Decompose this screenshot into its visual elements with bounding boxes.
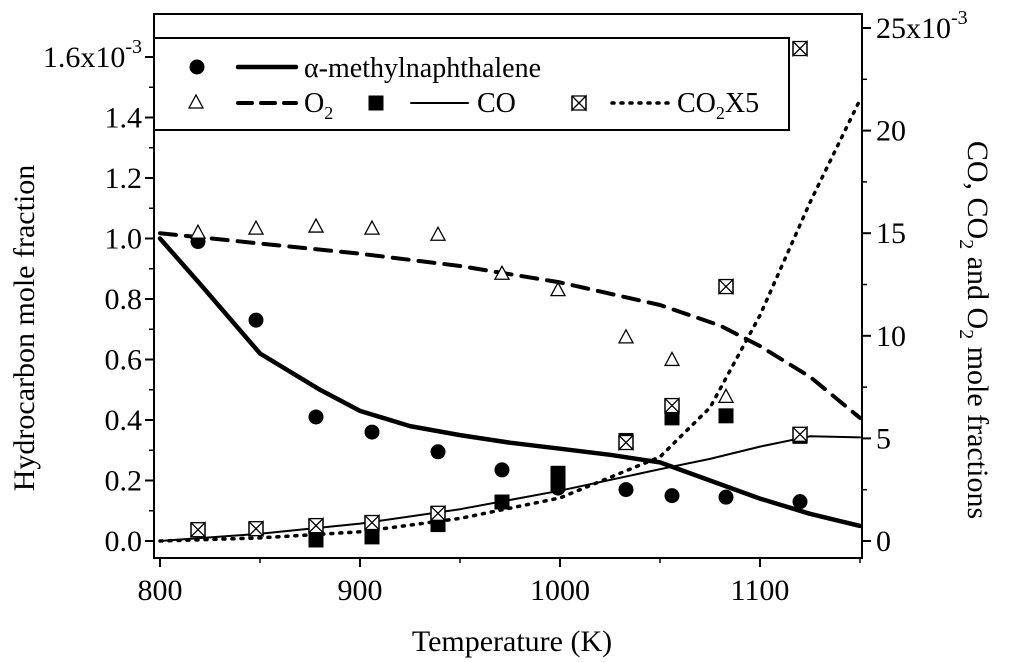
data-point-co2x5 [618,433,634,452]
left-tick-label: 0.2 [105,465,143,498]
data-point-methylnaphthalene [308,409,324,425]
left-tick-label: 1.2 [105,162,143,195]
data-point-o2 [663,351,681,367]
right-tick-label: 0 [876,525,891,558]
plot-frame [153,13,863,559]
left-tick-label: 0.4 [105,404,143,437]
data-point-co [550,465,566,481]
data-point-methylnaphthalene [364,424,380,440]
legend-marker [189,59,205,75]
data-point-co2x5 [248,520,264,538]
x-tick-label: 1100 [731,574,790,607]
y-left-axis-label: Hydrocarbon mole fraction [8,165,41,492]
model-curve-methylnaphthalene [157,236,863,529]
plot-border [153,13,863,559]
right-exponent: -3 [951,7,968,29]
data-point-co [308,532,324,548]
bowtie-cross [792,39,808,58]
left-tick-label: 0.8 [105,283,143,316]
left-tick-label: 1.4 [105,102,143,135]
right-label-text: CO, CO [961,141,994,239]
bowtie-cross [430,504,446,522]
bowtie-cross [190,521,206,539]
legend-label-subscript: 2 [716,103,725,123]
data-point-co [494,494,510,510]
data-point-methylnaphthalene [664,488,680,504]
right-tick-label: 20 [876,115,906,148]
legend-label-subscript: 2 [324,103,333,123]
data-point-co [718,408,734,424]
data-point-o2 [617,328,635,344]
bowtie-cross [664,396,680,415]
y-right-axis-label: CO, CO2 and O2 mole fractions [955,141,994,519]
data-point-co2x5 [190,521,206,539]
right-label-subscript: 2 [955,239,977,249]
bowtie-cross [308,517,324,535]
data-point-co [664,410,680,426]
left-tick-label: 1.0 [105,223,143,256]
left-exponent: -3 [125,36,142,58]
legend-label: CO2X5 [677,88,759,123]
legend-label-base: CO [677,88,716,119]
data-point-methylnaphthalene [494,462,510,478]
data-point-co2x5 [718,277,734,296]
left-tick-label: 0.6 [105,344,143,377]
x-axis-ticks: 800 900 1000 1100 [138,558,861,607]
right-tick-label: 15 [876,217,906,250]
left-tick-label: 0.0 [105,525,143,558]
data-point-co2x5 [664,396,680,415]
right-label-text: mole fractions [961,339,994,519]
bowtie-cross [364,513,380,532]
data-point-co2x5 [364,513,380,532]
data-point-methylnaphthalene [248,312,264,328]
bowtie-cross [792,425,808,443]
data-point-co2x5 [308,517,324,535]
legend-marker [571,94,587,112]
x-tick-label: 800 [138,574,183,607]
data-point-o2 [717,387,735,404]
data-point-o2 [247,219,265,235]
x-tick-label: 1000 [530,574,590,607]
data-point-co2x5 [430,504,446,522]
bowtie-cross [618,433,634,452]
data-point-o2 [429,225,447,241]
data-markers [189,39,808,548]
data-point-co [364,529,380,545]
model-curve-co2x5 [158,98,862,543]
legend-label: O2 [304,88,333,123]
data-point-methylnaphthalene [718,489,734,505]
legend-marker [187,93,205,109]
x-tick-label: 900 [338,574,383,607]
right-tick-label: 10 [876,320,906,353]
legend-label: CO [477,88,516,119]
x-axis-label: Temperature (K) [412,625,612,658]
legend-label: α-methylnaphthalene [304,53,541,84]
bowtie-cross [571,94,587,112]
legend-marker [368,95,384,111]
data-point-o2 [549,281,567,297]
left-axis-ticks: 0.00.20.40.60.81.01.21.41.6x10-3 [43,36,154,558]
data-point-o2 [493,264,511,280]
data-point-methylnaphthalene [618,482,634,498]
data-point-co2x5 [792,39,808,58]
data-point-o2 [363,219,381,235]
legend-label-base: O [304,88,324,119]
data-point-o2 [189,223,207,239]
right-label-subscript: 2 [955,329,977,339]
legend-box [153,37,790,131]
data-point-methylnaphthalene [430,444,446,460]
legend-label-tail: X5 [725,88,759,119]
bowtie-cross [248,520,264,538]
model-curve-o2 [158,231,862,420]
data-point-o2 [307,217,325,233]
right-tick-label: 5 [876,422,891,455]
right-label-text: and O [961,249,994,329]
data-point-methylnaphthalene [792,494,808,510]
bowtie-cross [718,277,734,296]
data-point-co2x5 [792,425,808,443]
